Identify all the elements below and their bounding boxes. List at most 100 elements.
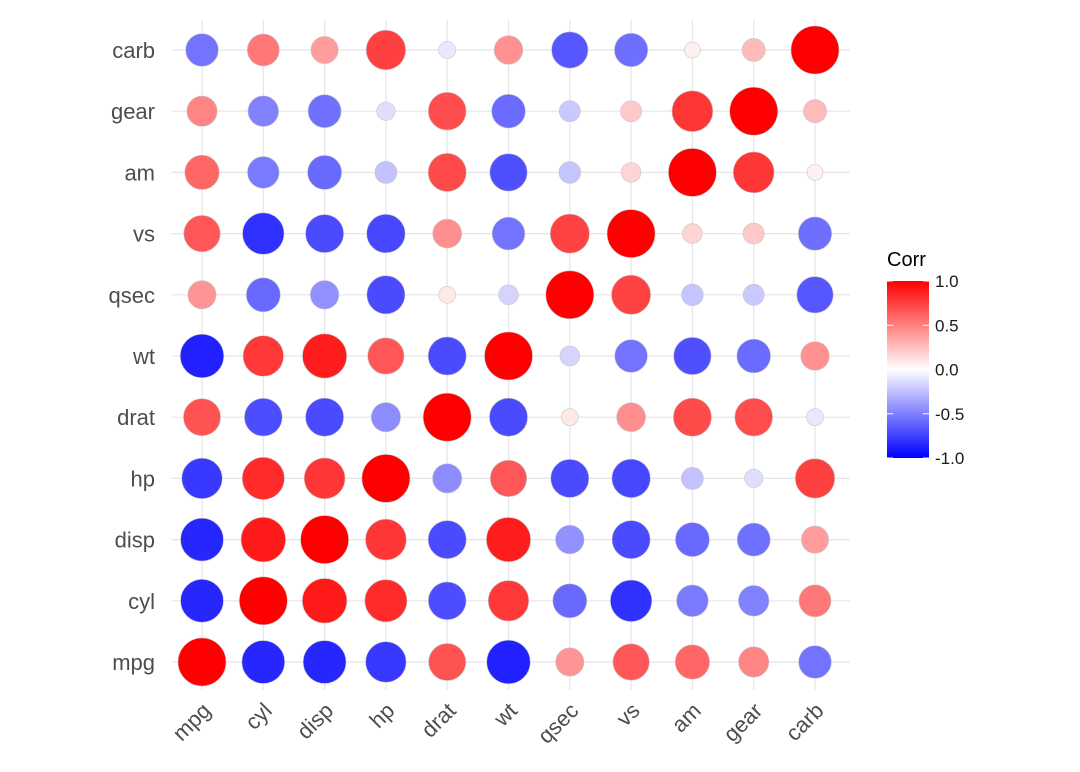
x-tick-label-am: am	[667, 698, 706, 737]
corr-circle-vs-hp	[366, 214, 406, 254]
corr-circle-qsec-drat	[438, 285, 457, 304]
corr-circle-am-wt	[489, 153, 528, 192]
corr-circle-carb-cyl	[246, 33, 280, 67]
corr-circle-qsec-hp	[366, 275, 406, 315]
corr-circle-disp-hp	[365, 518, 407, 561]
corr-circle-cyl-wt	[487, 580, 530, 622]
corr-circle-disp-disp	[300, 515, 349, 564]
corr-circle-vs-cyl	[242, 212, 285, 255]
y-tick-label-qsec: qsec	[109, 283, 155, 308]
corr-circle-cyl-am	[676, 584, 709, 617]
legend-tick-label: 0.5	[935, 316, 959, 335]
legend-tick-label: 1.0	[935, 272, 959, 291]
corr-circle-gear-drat	[428, 91, 467, 131]
x-axis-labels: mpg cyl disp hp drat wt qsec vs am gear carb	[168, 698, 829, 749]
corr-circle-mpg-disp	[302, 640, 347, 684]
y-tick-label-mpg: mpg	[112, 650, 155, 675]
x-tick-label-wt: wt	[488, 698, 522, 732]
corr-circle-hp-mpg	[181, 457, 223, 499]
corr-circle-hp-wt	[489, 459, 528, 497]
corr-circle-vs-mpg	[183, 215, 221, 253]
corr-circle-cyl-carb	[798, 584, 832, 618]
corr-circle-hp-vs	[611, 458, 651, 498]
corr-circle-wt-disp	[302, 333, 348, 379]
x-tick-label-gear: gear	[718, 698, 767, 747]
corr-circle-carb-gear	[741, 38, 766, 62]
corr-circle-drat-carb	[806, 408, 824, 427]
corr-circle-wt-am	[673, 336, 712, 376]
corr-circle-mpg-carb	[798, 645, 832, 679]
corr-circle-cyl-gear	[738, 585, 770, 617]
y-axis-labels: mpg cyl disp hp drat wt qsec vs am gear carb	[109, 38, 155, 675]
corr-circle-mpg-qsec	[555, 647, 585, 677]
corr-circle-qsec-mpg	[187, 280, 217, 310]
corr-circle-wt-hp	[367, 337, 405, 375]
corr-circle-cyl-drat	[428, 581, 467, 620]
corr-circle-carb-carb	[790, 25, 840, 75]
corr-circle-hp-carb	[794, 458, 836, 499]
corr-circle-qsec-wt	[498, 284, 519, 305]
corr-circle-mpg-wt	[486, 639, 531, 685]
corr-circle-drat-wt	[489, 397, 528, 437]
corr-circle-disp-gear	[736, 522, 771, 557]
corr-circle-mpg-am	[674, 644, 710, 680]
corr-circle-disp-carb	[801, 525, 829, 554]
y-tick-label-am: am	[124, 160, 155, 185]
corr-circle-qsec-qsec	[545, 270, 595, 320]
corr-circle-carb-mpg	[185, 33, 219, 67]
corr-circle-mpg-mpg	[177, 637, 227, 687]
corr-circle-carb-qsec	[551, 31, 589, 69]
corr-circle-qsec-cyl	[245, 277, 281, 313]
corr-circle-gear-cyl	[247, 95, 279, 127]
corr-circle-mpg-cyl	[241, 640, 286, 684]
corr-circle-vs-am	[682, 223, 703, 244]
corr-circle-drat-vs	[616, 402, 646, 432]
corr-circle-gear-hp	[376, 101, 396, 121]
corr-circle-mpg-vs	[612, 643, 650, 681]
corr-circle-gear-vs	[620, 100, 642, 123]
corr-circle-drat-drat	[422, 392, 472, 442]
corr-circle-vs-gear	[742, 222, 765, 245]
corr-circle-gear-gear	[729, 86, 779, 136]
corr-circle-carb-am	[684, 41, 701, 59]
corr-circle-vs-vs	[606, 209, 656, 258]
x-tick-label-vs: vs	[611, 698, 644, 731]
corr-circle-mpg-drat	[428, 643, 467, 681]
x-tick-label-mpg: mpg	[168, 698, 216, 746]
corr-circle-hp-qsec	[550, 459, 590, 498]
legend-title: Corr	[887, 249, 926, 271]
correlation-circles	[177, 25, 840, 687]
corr-circle-wt-carb	[800, 341, 830, 371]
corr-circle-am-qsec	[558, 161, 582, 184]
corr-circle-cyl-mpg	[180, 579, 224, 623]
x-tick-label-disp: disp	[292, 698, 338, 744]
corr-circle-am-disp	[307, 155, 342, 190]
corr-circle-disp-mpg	[180, 517, 224, 562]
corr-circle-drat-qsec	[560, 408, 579, 427]
corr-circle-carb-disp	[310, 36, 339, 64]
corr-circle-carb-hp	[365, 29, 406, 71]
corr-circle-wt-vs	[614, 339, 648, 373]
corr-circle-am-cyl	[247, 156, 280, 189]
corr-circle-cyl-disp	[302, 578, 348, 624]
corr-circle-disp-wt	[486, 517, 531, 563]
corr-circle-cyl-qsec	[552, 583, 588, 619]
corr-circle-qsec-gear	[742, 283, 765, 306]
corr-circle-drat-mpg	[183, 398, 221, 437]
corr-circle-qsec-carb	[796, 276, 834, 314]
corr-circle-disp-vs	[611, 520, 651, 559]
corr-circle-qsec-vs	[611, 274, 651, 315]
legend-tick-label: 0.0	[935, 361, 959, 380]
y-tick-label-carb: carb	[112, 38, 155, 63]
legend-tick-label: -1.0	[935, 449, 964, 468]
corr-circle-hp-cyl	[241, 456, 285, 500]
y-tick-label-drat: drat	[117, 405, 155, 430]
corr-circle-gear-am	[671, 90, 714, 132]
corr-circle-vs-wt	[491, 216, 526, 251]
x-tick-label-carb: carb	[781, 698, 829, 746]
corr-circle-qsec-am	[681, 283, 704, 307]
corr-circle-vs-carb	[798, 216, 832, 251]
legend-tick-label: -0.5	[935, 405, 964, 424]
corr-circle-cyl-hp	[364, 579, 408, 623]
